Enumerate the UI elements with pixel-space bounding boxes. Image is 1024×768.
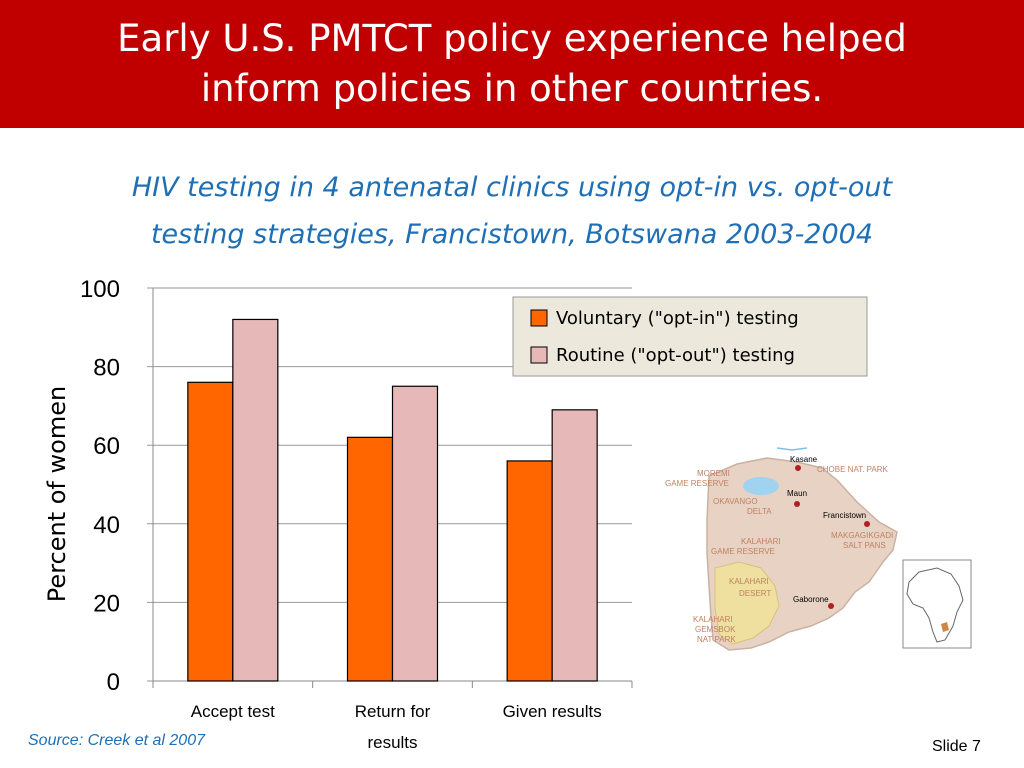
y-tick-label: 40 — [93, 512, 120, 539]
map-label-gemsbok-1: KALAHARI — [693, 615, 733, 624]
map-label-makgadikgadi-1: MAKGAGIKGADI — [831, 531, 893, 540]
title-bar: Early U.S. PMTCT policy experience helpe… — [0, 0, 1024, 128]
bar — [551, 409, 598, 682]
chart-subtitle: HIV testing in 4 antenatal clinics using… — [0, 164, 1024, 258]
map-label-kalahari-gr-2: GAME RESERVE — [711, 547, 775, 556]
map-label-okavango-2: DELTA — [747, 507, 772, 516]
map-label-gemsbok-3: NAT PARK — [697, 635, 736, 644]
bar — [346, 436, 394, 682]
map-label-kalahari-desert-2: DESERT — [739, 589, 771, 598]
map-label-gaborone: Gaborone — [793, 595, 829, 604]
slide-number: Slide 7 — [932, 738, 981, 755]
x-tick-label: Return for — [355, 702, 431, 721]
legend-label: Routine ("opt-out") testing — [556, 345, 795, 366]
map-label-francistown: Francistown — [823, 511, 866, 520]
map-label-chobe: CHOBE NAT. PARK — [817, 465, 888, 474]
x-tick-label: Accept test — [191, 702, 275, 721]
y-tick-label: 60 — [93, 433, 120, 460]
bar — [506, 460, 553, 682]
kalahari-desert-area — [714, 561, 780, 645]
subtitle-line-2: testing strategies, Francistown, Botswan… — [150, 219, 874, 250]
botswana-inset-highlight — [941, 622, 949, 632]
city-dot-gaborone — [828, 603, 834, 609]
map-label-kalahari-gr-1: KALAHARI — [741, 537, 781, 546]
city-dot-kasane — [795, 465, 801, 471]
africa-inset-icon — [906, 567, 964, 643]
map-label-makgadikgadi-2: SALT PANS — [843, 541, 886, 550]
x-tick-label: Given results — [503, 702, 602, 721]
y-axis-label: Percent of women — [43, 386, 71, 602]
slide-title-line-1: Early U.S. PMTCT policy experience helpe… — [117, 17, 907, 60]
map-label-gemsbok-2: GEMSBOK — [695, 625, 736, 634]
map-label-moremi-2: GAME RESERVE — [665, 479, 729, 488]
map-label-okavango-1: OKAVANGO — [713, 497, 758, 506]
okavango-water — [743, 477, 779, 495]
y-tick-label: 20 — [93, 590, 120, 617]
city-dot-francistown — [864, 521, 870, 527]
river-line — [776, 447, 808, 451]
map-label-maun: Maun — [787, 489, 807, 498]
map-label-moremi-1: MOREMI — [697, 469, 730, 478]
x-tick-label: results — [367, 733, 417, 752]
legend-swatch — [530, 309, 548, 327]
map-label-kalahari-desert-1: KALAHARI — [729, 577, 769, 586]
legend-box — [512, 296, 868, 377]
botswana-map: Kasane CHOBE NAT. PARK MOREMI GAME RESER… — [657, 436, 992, 654]
map-label-kasane: Kasane — [790, 455, 818, 464]
bar — [391, 385, 439, 682]
subtitle-line-1: HIV testing in 4 antenatal clinics using… — [131, 172, 893, 203]
source-note: Source: Creek et al 2007 — [28, 732, 205, 749]
bar — [187, 381, 234, 682]
y-tick-label: 100 — [80, 276, 120, 303]
y-tick-label: 80 — [93, 355, 120, 382]
y-tick-label: 0 — [107, 669, 120, 696]
city-dot-maun — [794, 501, 800, 507]
slide-title-line-2: inform policies in other countries. — [200, 67, 824, 110]
bar — [232, 318, 279, 682]
legend-label: Voluntary ("opt-in") testing — [556, 308, 799, 329]
legend-swatch — [530, 346, 548, 364]
